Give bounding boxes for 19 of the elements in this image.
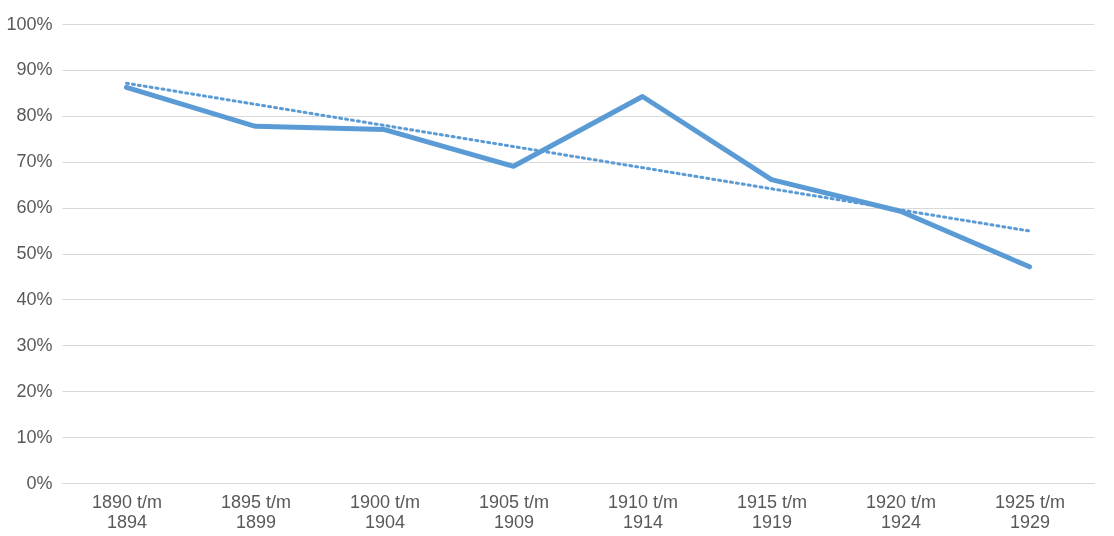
y-tick-label: 40% <box>16 288 53 309</box>
y-tick-label: 50% <box>16 243 53 263</box>
y-tick-label: 80% <box>16 105 53 126</box>
y-tick-label: 90% <box>16 59 53 80</box>
x-tick-label: 1920 t/m 1924 <box>865 491 937 532</box>
y-tick-label: 10% <box>16 426 53 447</box>
x-tick-label: 1890 t/m 1894 <box>91 491 163 532</box>
y-tick-label: 0% <box>26 472 53 493</box>
y-tick-label: 70% <box>16 151 53 172</box>
y-tick-label: 20% <box>16 380 53 401</box>
x-tick-label: 1895 t/m 1899 <box>220 491 292 532</box>
x-tick-label: 1915 t/m 1919 <box>736 491 808 532</box>
y-tick-label: 60% <box>16 197 53 218</box>
x-tick-label: 1925 t/m 1929 <box>994 491 1066 532</box>
x-tick-label: 1910 t/m 1914 <box>607 491 679 532</box>
x-tick-label: 1905 t/m 1909 <box>478 491 550 532</box>
y-tick-label: 100% <box>6 13 53 34</box>
y-tick-label: 30% <box>16 334 53 355</box>
x-tick-label: 1900 t/m 1904 <box>349 491 421 532</box>
